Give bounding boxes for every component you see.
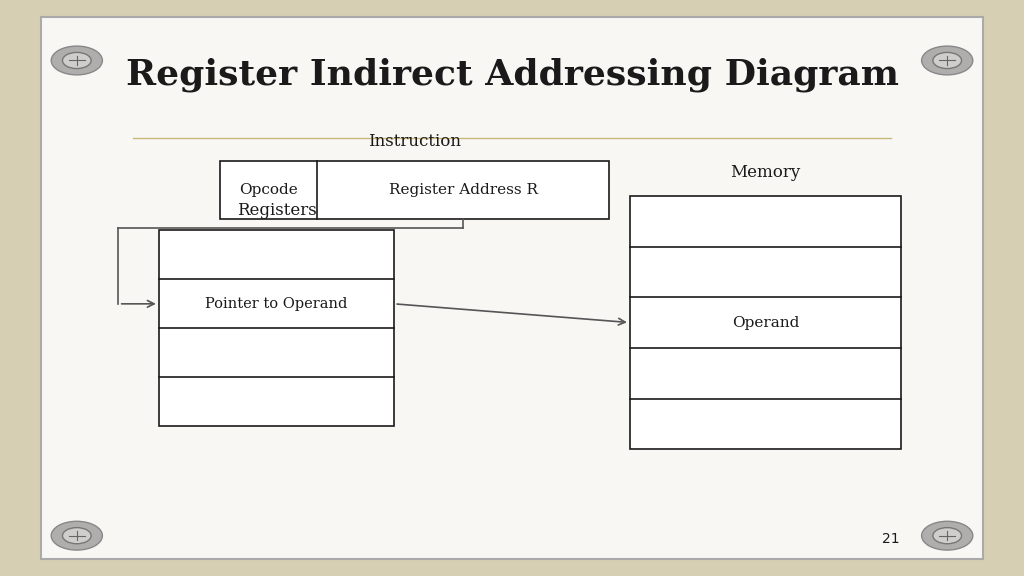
Circle shape [922, 521, 973, 550]
Bar [220, 161, 609, 219]
Circle shape [51, 46, 102, 75]
Bar [159, 230, 394, 426]
Circle shape [933, 528, 962, 544]
Text: Pointer to Operand: Pointer to Operand [205, 297, 348, 311]
Text: Register Indirect Addressing Diagram: Register Indirect Addressing Diagram [126, 58, 898, 92]
Text: Register Address R: Register Address R [389, 183, 538, 197]
Text: Opcode: Opcode [240, 183, 298, 197]
Bar [630, 196, 901, 449]
Circle shape [62, 52, 91, 69]
Circle shape [933, 52, 962, 69]
Circle shape [922, 46, 973, 75]
Circle shape [62, 528, 91, 544]
Text: Operand: Operand [732, 316, 799, 329]
Text: Registers: Registers [237, 202, 316, 219]
Text: Memory: Memory [730, 164, 801, 181]
Circle shape [51, 521, 102, 550]
Text: Instruction: Instruction [369, 132, 461, 150]
Text: 21: 21 [882, 532, 900, 545]
